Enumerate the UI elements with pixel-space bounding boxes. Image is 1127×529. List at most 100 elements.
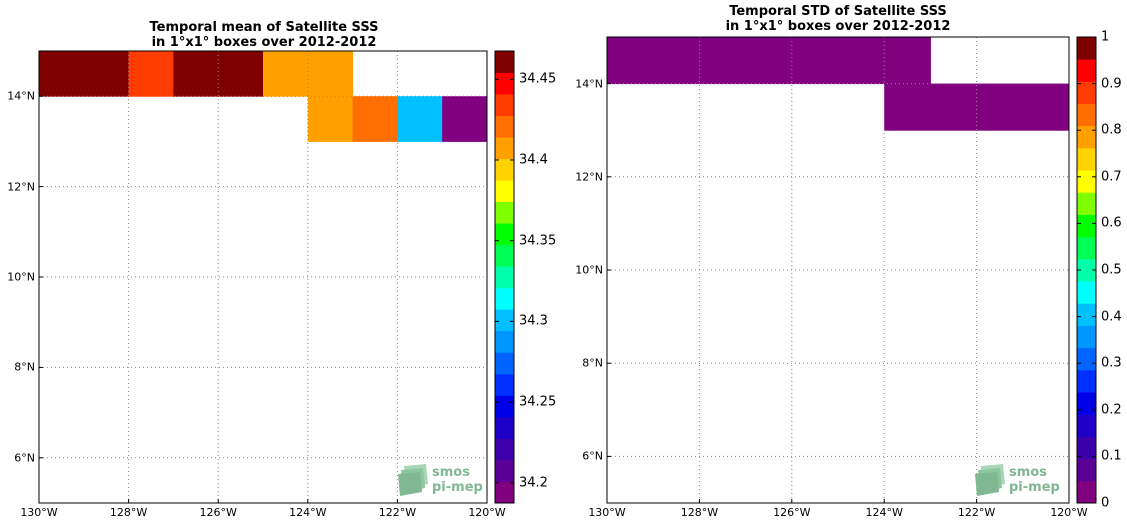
std-colorbar-seg-2 bbox=[1077, 436, 1096, 460]
mean-colorbar-seg-18 bbox=[495, 94, 514, 116]
mean-xtick-label-4: 122°W bbox=[378, 506, 417, 519]
std-colorbar-seg-10 bbox=[1077, 258, 1096, 282]
std-cell-8 bbox=[930, 83, 978, 131]
mean-colorbar-label-1: 34.25 bbox=[519, 394, 557, 410]
std-cell-6 bbox=[884, 37, 931, 85]
mean-cell-8 bbox=[352, 96, 398, 142]
std-cell-2 bbox=[699, 37, 747, 85]
mean-cell-7 bbox=[307, 96, 354, 142]
mean-colorbar-seg-12 bbox=[495, 223, 514, 246]
std-cell-7 bbox=[884, 83, 931, 131]
mean-colorbar-seg-16 bbox=[495, 137, 514, 160]
mean-cell-1 bbox=[83, 51, 130, 97]
logo-text-pimep: pi-mep bbox=[432, 480, 483, 495]
std-colorbar-seg-20 bbox=[1077, 37, 1096, 60]
std-ytick-label-4: 14°N bbox=[575, 77, 603, 91]
std-colorbar-label-3: 0.3 bbox=[1101, 355, 1122, 371]
mean-cell-9 bbox=[397, 96, 443, 142]
std-colorbar-seg-6 bbox=[1077, 347, 1096, 371]
mean-cell-6 bbox=[307, 51, 354, 97]
std-colorbar-label-9: 0.9 bbox=[1101, 76, 1122, 92]
mean-colorbar-seg-7 bbox=[495, 330, 514, 353]
logo-stack-icon bbox=[398, 464, 428, 496]
std-colorbar-seg-11 bbox=[1077, 236, 1096, 260]
mean-colorbar-seg-2 bbox=[495, 438, 514, 461]
std-cell-9 bbox=[976, 83, 1024, 131]
std-colorbar-seg-16 bbox=[1077, 125, 1096, 149]
mean-ytick-label-4: 14°N bbox=[7, 89, 35, 103]
std-colorbar-seg-12 bbox=[1077, 214, 1096, 238]
std-cell-1 bbox=[653, 37, 700, 85]
mean-colorbar-seg-5 bbox=[495, 373, 514, 396]
std-colorbar-seg-13 bbox=[1077, 192, 1096, 215]
mean-cell-2 bbox=[128, 51, 174, 97]
mean-colorbar-label-4: 34.4 bbox=[519, 152, 548, 168]
std-colorbar-label-6: 0.6 bbox=[1101, 215, 1122, 231]
mean-colorbar-label-3: 34.35 bbox=[519, 233, 557, 249]
std-colorbar-label-0: 0 bbox=[1101, 495, 1110, 511]
mean-colorbar-seg-8 bbox=[495, 309, 514, 332]
mean-colorbar-seg-10 bbox=[495, 266, 514, 289]
mean-colorbar-seg-15 bbox=[495, 158, 514, 181]
std-colorbar-label-2: 0.2 bbox=[1101, 402, 1122, 418]
mean-colorbar-seg-11 bbox=[495, 244, 514, 267]
mean-colorbar-frame bbox=[494, 50, 515, 504]
std-xtick-label-4: 122°W bbox=[957, 506, 996, 519]
std-title-line1: Temporal STD of Satellite SSS bbox=[729, 4, 947, 19]
mean-xtick-label-0: 130°W bbox=[20, 506, 58, 519]
mean-title-line1: Temporal mean of Satellite SSS bbox=[149, 20, 379, 35]
std-xtick-label-1: 128°W bbox=[680, 506, 719, 519]
mean-cell-0 bbox=[39, 51, 85, 97]
mean-ytick-label-2: 10°N bbox=[7, 270, 35, 284]
mean-cell-5 bbox=[263, 51, 309, 97]
std-cell-5 bbox=[838, 37, 885, 85]
smos-pimep-logo: smos pi-mep bbox=[396, 462, 486, 500]
mean-ytick-label-0: 6°N bbox=[14, 451, 35, 465]
std-panel-title: Temporal STD of Satellite SSS in 1°x1° b… bbox=[607, 4, 1069, 34]
std-colorbar-seg-0 bbox=[1077, 480, 1096, 504]
std-colorbar-seg-14 bbox=[1077, 170, 1096, 193]
mean-xtick-label-2: 126°W bbox=[199, 506, 237, 519]
std-colorbar-seg-9 bbox=[1077, 281, 1096, 304]
mean-title-line2: in 1°x1° boxes over 2012-2012 bbox=[151, 35, 377, 50]
mean-colorbar-label-0: 34.2 bbox=[519, 475, 548, 491]
std-cell-10 bbox=[1022, 83, 1070, 131]
std-colorbar-seg-7 bbox=[1077, 325, 1096, 349]
logo-stack-icon-2 bbox=[975, 464, 1005, 496]
std-colorbar-seg-19 bbox=[1077, 59, 1096, 82]
std-colorbar-seg-3 bbox=[1077, 414, 1096, 437]
std-colorbar-seg-4 bbox=[1077, 392, 1096, 415]
std-colorbar-label-8: 0.8 bbox=[1101, 122, 1122, 138]
std-xtick-label-2: 126°W bbox=[773, 506, 811, 519]
mean-ytick-label-1: 8°N bbox=[14, 360, 35, 374]
mean-colorbar-seg-4 bbox=[495, 395, 514, 418]
std-title-line2: in 1°x1° boxes over 2012-2012 bbox=[725, 19, 951, 34]
mean-colorbar-seg-19 bbox=[495, 72, 514, 95]
std-ytick-label-2: 10°N bbox=[575, 263, 603, 277]
mean-xtick-label-1: 128°W bbox=[109, 506, 148, 519]
mean-colorbar-seg-13 bbox=[495, 201, 514, 224]
mean-colorbar-seg-17 bbox=[495, 115, 514, 138]
mean-colorbar-seg-9 bbox=[495, 287, 514, 310]
std-colorbar-seg-17 bbox=[1077, 103, 1096, 127]
logo-text-smos-2: smos bbox=[1009, 465, 1047, 480]
mean-cell-10 bbox=[442, 96, 488, 142]
std-xtick-label-5: 120°W bbox=[1050, 506, 1088, 519]
std-xtick-label-3: 124°W bbox=[865, 506, 903, 519]
std-colorbar-seg-1 bbox=[1077, 458, 1096, 482]
std-colorbar-seg-18 bbox=[1077, 81, 1096, 104]
mean-colorbar-seg-14 bbox=[495, 180, 514, 203]
std-colorbar-label-1: 0.1 bbox=[1101, 448, 1122, 464]
std-colorbar-seg-5 bbox=[1077, 369, 1096, 393]
mean-colorbar-label-2: 34.3 bbox=[519, 313, 548, 329]
mean-cell-4 bbox=[218, 51, 264, 97]
mean-colorbar-seg-3 bbox=[495, 416, 514, 439]
std-colorbar-label-5: 0.5 bbox=[1101, 262, 1122, 278]
std-cell-4 bbox=[791, 37, 839, 85]
std-cell-0 bbox=[607, 37, 654, 85]
std-colorbar-label-7: 0.7 bbox=[1101, 169, 1122, 185]
std-cell-3 bbox=[745, 37, 793, 85]
mean-panel-title: Temporal mean of Satellite SSS in 1°x1° … bbox=[40, 20, 488, 50]
mean-colorbar-seg-1 bbox=[495, 459, 514, 482]
